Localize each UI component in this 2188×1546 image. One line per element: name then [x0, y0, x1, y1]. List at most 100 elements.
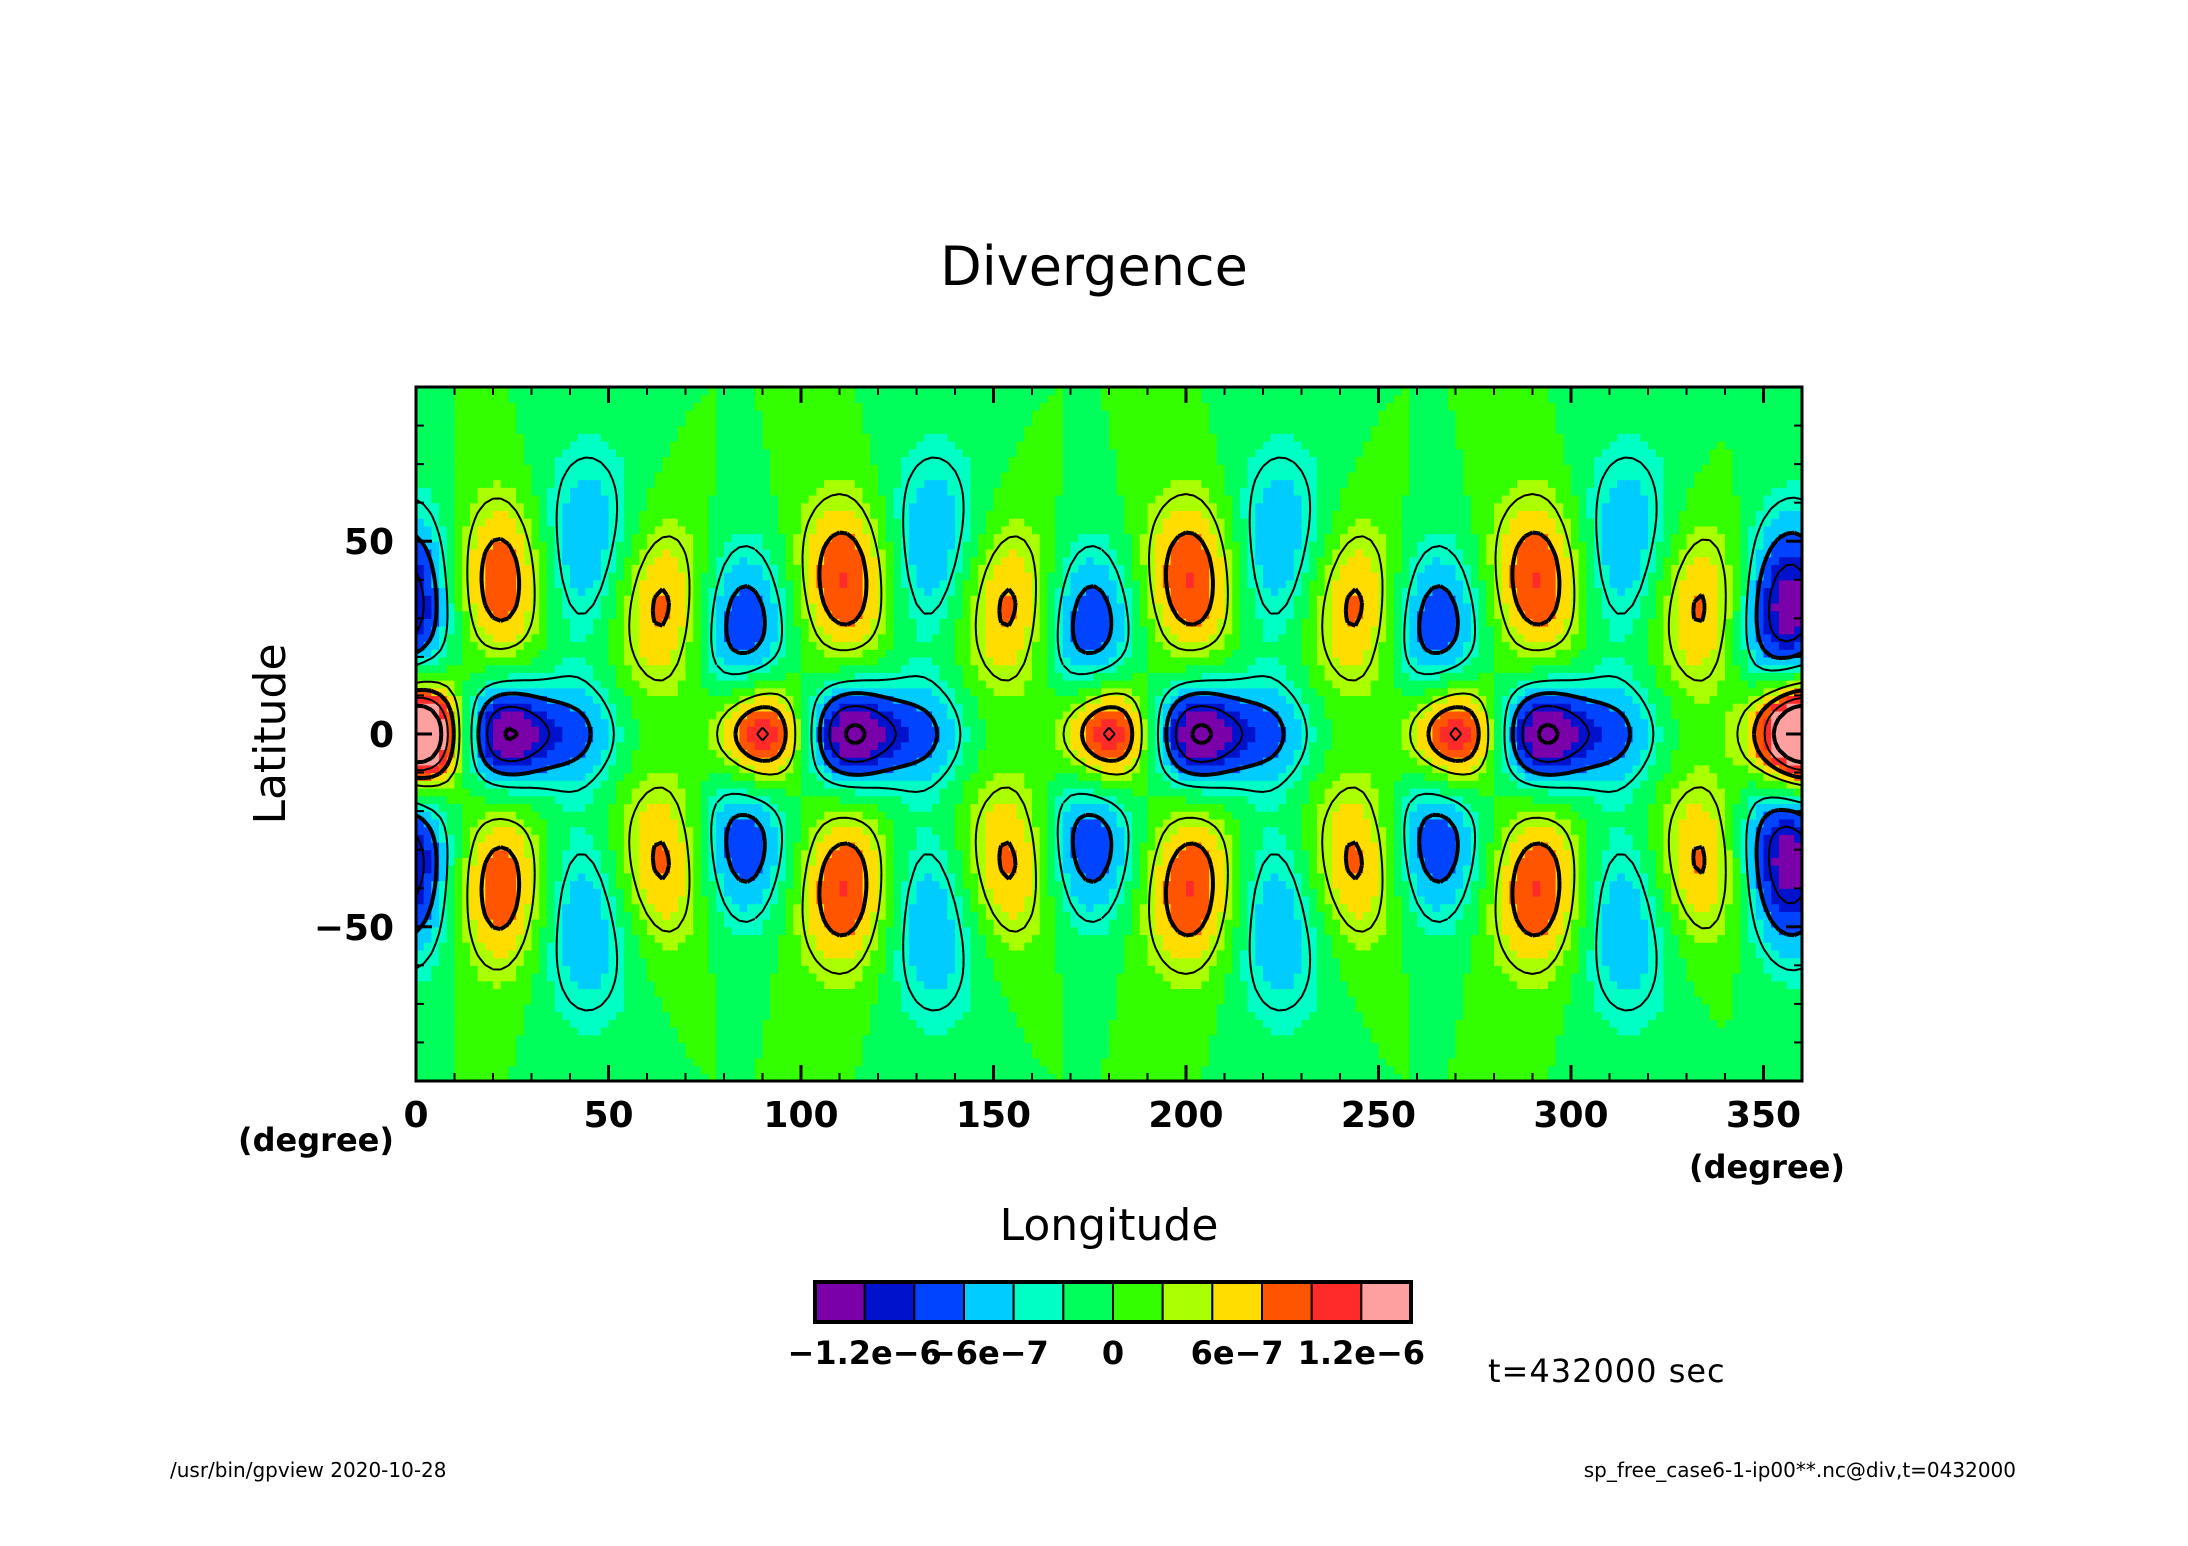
field-cell: [577, 1034, 586, 1044]
field-cell: [870, 1050, 879, 1059]
field-cell: [777, 973, 787, 982]
field-cell: [462, 1073, 471, 1081]
field-cell: [1432, 957, 1441, 966]
field-cell: [1016, 965, 1025, 974]
field-cell: [1424, 895, 1433, 905]
field-cell: [862, 949, 871, 959]
field-cell: [616, 988, 625, 997]
field-cell: [1663, 880, 1672, 889]
field-cell: [1085, 872, 1095, 882]
field-cell: [1301, 942, 1310, 951]
field-cell: [1039, 988, 1048, 997]
field-cell: [824, 996, 833, 1005]
field-cell: [539, 934, 548, 943]
field-cell: [931, 942, 941, 951]
field-cell: [716, 988, 725, 997]
field-cell: [662, 1042, 671, 1051]
field-cell: [739, 911, 748, 920]
field-cell: [1001, 980, 1010, 990]
field-cell: [1417, 996, 1426, 1005]
field-cell: [1001, 1011, 1010, 1020]
field-cell: [1139, 1042, 1149, 1051]
field-cell: [1640, 911, 1649, 920]
field-cell: [1101, 949, 1110, 959]
field-cell: [1709, 926, 1718, 936]
field-cell: [500, 903, 509, 912]
field-cell: [1717, 1042, 1726, 1051]
field-cell: [1039, 949, 1048, 959]
field-cell: [508, 980, 517, 990]
field-cell: [1463, 1065, 1472, 1074]
field-cell: [1116, 919, 1125, 928]
field-cell: [1578, 888, 1587, 897]
field-cell: [716, 919, 725, 928]
field-cell: [1032, 1057, 1041, 1067]
field-cell: [1393, 934, 1403, 943]
field-cell: [970, 949, 979, 959]
field-cell: [1116, 934, 1125, 943]
field-cell: [1686, 1073, 1695, 1081]
field-cell: [1671, 965, 1680, 974]
field-cell: [1509, 988, 1518, 997]
field-cell: [1093, 1027, 1102, 1036]
field-cell: [801, 865, 810, 874]
field-cell: [1440, 911, 1449, 920]
field-cell: [1193, 996, 1202, 1005]
field-cell: [1039, 1019, 1048, 1028]
field-cell: [1116, 1011, 1125, 1020]
field-cell: [531, 1034, 540, 1044]
field-cell: [1694, 1042, 1703, 1051]
field-cell: [508, 973, 517, 982]
field-cell: [1532, 965, 1541, 974]
field-cell: [839, 1073, 848, 1081]
field-cell: [908, 1057, 918, 1067]
field-cell: [870, 1042, 879, 1051]
field-cell: [1016, 1027, 1025, 1036]
field-cell: [516, 1057, 525, 1067]
field-cell: [662, 942, 671, 951]
field-cell: [747, 942, 756, 951]
field-cell: [1671, 872, 1680, 882]
field-cell: [908, 988, 918, 997]
field-cell: [1224, 1019, 1233, 1028]
field-cell: [546, 865, 556, 874]
field-cell: [1571, 903, 1580, 912]
field-cell: [1501, 1057, 1510, 1067]
field-cell: [1001, 957, 1010, 966]
field-cell: [1763, 1057, 1772, 1067]
field-cell: [446, 888, 456, 897]
field-cell: [1509, 1011, 1518, 1020]
field-cell: [500, 926, 509, 936]
field-cell: [1024, 957, 1033, 966]
field-cell: [862, 965, 871, 974]
field-cell: [1155, 872, 1164, 882]
field-cell: [616, 1027, 625, 1036]
field-cell: [716, 1019, 725, 1028]
field-cell: [1478, 957, 1487, 966]
field-cell: [1532, 1073, 1541, 1081]
field-cell: [1286, 949, 1295, 959]
field-cell: [1655, 903, 1664, 912]
field-cell: [1370, 872, 1380, 882]
field-cell: [1078, 1027, 1087, 1036]
field-cell: [1109, 865, 1118, 874]
field-cell: [562, 911, 571, 920]
field-cell: [885, 865, 894, 874]
field-cell: [777, 1042, 787, 1051]
field-cell: [1286, 1034, 1295, 1044]
field-cell: [1594, 888, 1603, 897]
field-cell: [1109, 1050, 1118, 1059]
field-cell: [1193, 957, 1202, 966]
field-cell: [1432, 880, 1441, 889]
field-cell: [554, 934, 563, 943]
field-cell: [931, 903, 941, 912]
field-cell: [854, 1057, 864, 1067]
field-cell: [1640, 949, 1649, 959]
field-cell: [1216, 895, 1226, 905]
field-cell: [593, 1019, 602, 1028]
field-cell: [423, 1057, 432, 1067]
field-cell: [1132, 965, 1141, 974]
field-cell: [1386, 988, 1395, 997]
field-cell: [1601, 895, 1611, 905]
field-cell: [1609, 1034, 1618, 1044]
